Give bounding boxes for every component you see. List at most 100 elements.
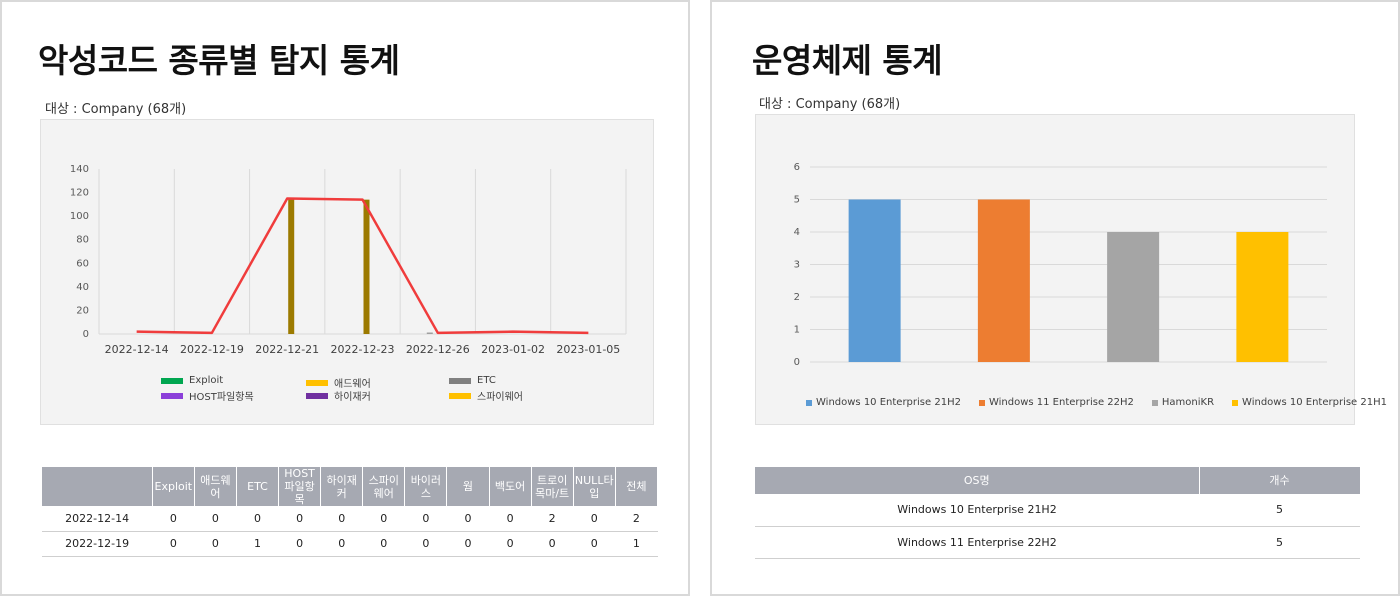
- table-cell: 0: [236, 506, 279, 532]
- legend-label: Windows 10 Enterprise 21H1: [1242, 397, 1387, 408]
- bar: [363, 199, 370, 334]
- table-cell: 0: [489, 506, 532, 532]
- y-tick-label: 60: [76, 258, 89, 269]
- legend-item: Exploit: [161, 375, 223, 386]
- bar: [288, 198, 295, 334]
- legend-swatch: [978, 399, 985, 406]
- table-cell: 5: [1199, 526, 1360, 559]
- table-cell: 0: [489, 531, 532, 557]
- y-tick-label: 6: [794, 162, 800, 173]
- table-cell: 0: [362, 506, 405, 532]
- legend-swatch: [449, 392, 471, 399]
- table-row: 2022-12-14 0 0 0 0 0 0 0 0 0 2 0 2: [42, 506, 658, 532]
- legend-item: ETC: [449, 375, 496, 386]
- table-cell: 1: [615, 531, 658, 557]
- bar: [1236, 232, 1289, 362]
- bar: [977, 199, 1030, 362]
- table-cell: 0: [152, 506, 195, 532]
- table-cell: 1: [236, 531, 279, 557]
- bar: [1107, 232, 1160, 362]
- x-tick-label: 2022-12-26: [406, 343, 470, 356]
- legend-item: HamoniKR: [1151, 397, 1215, 408]
- legend-item: HOST파일항목: [161, 388, 254, 403]
- target-label: 대상 : Company (68개): [759, 97, 901, 112]
- series-line: [136, 197, 589, 335]
- legend-label: Windows 10 Enterprise 21H2: [816, 397, 961, 408]
- x-tick-label: 2022-12-19: [180, 343, 244, 356]
- target-label: 대상 : Company (68개): [45, 102, 187, 117]
- x-tick-label: 2022-12-14: [105, 343, 169, 356]
- column-header: 스파이웨어: [362, 467, 406, 506]
- legend-item: Windows 10 Enterprise 21H1: [1232, 397, 1387, 408]
- column-header: 바이러스: [404, 467, 448, 506]
- y-tick-label: 100: [70, 211, 89, 222]
- legend-label: ETC: [477, 375, 496, 386]
- os-chart-svg: 0 1 2 3 4 5 6: [794, 162, 1327, 368]
- x-tick-label: 2023-01-02: [481, 343, 545, 356]
- malware-chart-svg: 0 20 40 60 80 100 120 140 2022-12-14 2022-12-19 20…: [70, 164, 627, 356]
- y-tick-label: 0: [83, 329, 89, 340]
- legend-label: 스파이웨어: [477, 392, 523, 403]
- legend-swatch: [806, 399, 812, 406]
- bar: [848, 199, 901, 362]
- malware-stats-panel: 악성코드 종류별 탐지 통계 대상 : Company (68개) 0 20 40 6…: [0, 0, 690, 596]
- legend-swatch: [306, 379, 328, 386]
- table-cell: 0: [320, 506, 363, 532]
- column-header: 전체: [615, 467, 659, 506]
- table-header-row: OS명 개수: [755, 467, 1361, 494]
- legend-swatch: [161, 377, 183, 384]
- legend-swatch: [449, 377, 471, 384]
- table-row: Windows 10 Enterprise 21H2 5: [755, 494, 1360, 527]
- legend-item: Windows 11 Enterprise 22H2: [978, 397, 1134, 408]
- column-header: 백도어: [489, 467, 532, 506]
- legend-item: Windows 10 Enterprise 21H2: [806, 397, 961, 408]
- column-header: 하이재커: [320, 467, 364, 506]
- column-header: NULL타입: [573, 467, 616, 506]
- table-cell: 0: [278, 506, 321, 532]
- column-header: ETC: [236, 467, 280, 506]
- table-cell: 0: [362, 531, 405, 557]
- legend-label: Windows 11 Enterprise 22H2: [988, 397, 1134, 408]
- table-cell: 0: [194, 531, 237, 557]
- column-header: OS명: [755, 467, 1200, 494]
- table-row: Windows 11 Enterprise 22H2 5: [755, 526, 1360, 559]
- table-cell: Windows 10 Enterprise 21H2: [755, 494, 1199, 527]
- y-tick-label: 3: [794, 260, 800, 271]
- detection-table: Exploit 애드웨어 ETC HOST파일항목 하이재커 스파이웨어 바이러스 웜 백도어 트…: [42, 467, 659, 557]
- y-tick-label: 2: [794, 292, 800, 303]
- legend-item: 하이재커: [306, 388, 371, 403]
- table-header-row: Exploit 애드웨어 ETC HOST파일항목 하이재커 스파이웨어 바이러스 웜 백도어 트…: [42, 467, 659, 506]
- column-header: [42, 467, 153, 506]
- table-cell: 0: [531, 531, 574, 557]
- bar: [426, 332, 433, 334]
- os-table: OS명 개수 Windows 10 Enterprise 21H2 5 Windows…: [755, 467, 1361, 559]
- y-tick-label: 120: [70, 188, 89, 199]
- table-cell: 0: [404, 531, 447, 557]
- table-cell: 2022-12-14: [42, 506, 153, 532]
- y-tick-label: 1: [794, 325, 800, 336]
- legend-label: 애드웨어: [334, 379, 371, 390]
- os-stats-panel: 운영체제 통계 대상 : Company (68개) 0 1 2 3 4 5 6 Windo…: [710, 0, 1400, 596]
- table-cell: 2022-12-19: [42, 531, 153, 557]
- legend-swatch: [1151, 399, 1158, 406]
- legend-item: 스파이웨어: [449, 388, 523, 403]
- column-header: 웜: [446, 467, 490, 506]
- x-tick-label: 2023-01-05: [556, 343, 620, 356]
- y-tick-label: 80: [76, 235, 89, 246]
- column-header: 애드웨어: [194, 467, 237, 506]
- malware-chart: 0 20 40 60 80 100 120 140 2022-12-14 2022-12-19 20…: [40, 119, 654, 425]
- column-header: 트로이목마/트: [531, 467, 574, 506]
- table-cell: 0: [320, 531, 363, 557]
- table-cell: 2: [615, 506, 658, 532]
- table-cell: 2: [531, 506, 574, 532]
- legend-item: 애드웨어: [306, 375, 371, 390]
- legend-label: HamoniKR: [1161, 397, 1215, 408]
- x-tick-label: 2022-12-23: [331, 343, 395, 356]
- y-tick-label: 140: [70, 164, 89, 175]
- column-header: HOST파일항목: [278, 467, 322, 506]
- table-cell: 0: [278, 531, 321, 557]
- legend-swatch: [306, 392, 328, 399]
- table-cell: 0: [573, 531, 616, 557]
- legend-label: 하이재커: [334, 392, 371, 403]
